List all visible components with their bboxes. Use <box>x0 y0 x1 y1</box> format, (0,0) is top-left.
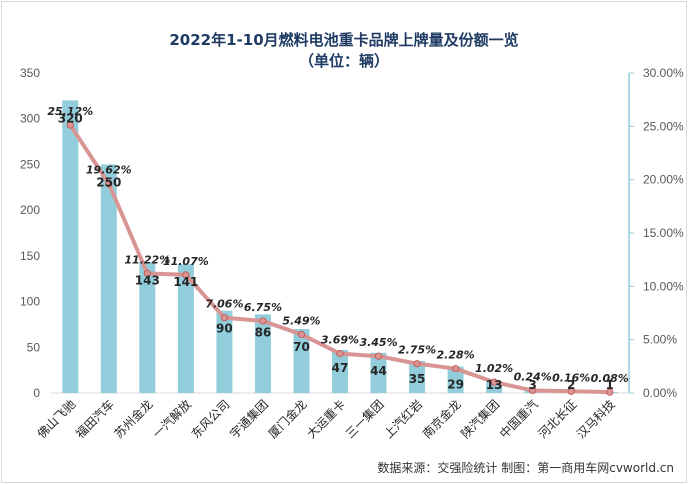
bar-value-label: 143 <box>135 273 160 287</box>
share-value-label: 5.49% <box>282 314 320 327</box>
bar <box>486 381 503 393</box>
chart-subtitle: （单位：辆） <box>298 52 389 70</box>
bar <box>139 262 156 393</box>
category-label: 汉马科技 <box>574 397 618 441</box>
bar <box>100 164 117 393</box>
y-tick-label: 150 <box>20 249 40 263</box>
bar-value-label: 47 <box>332 361 349 375</box>
share-value-label: 0.08% <box>591 372 629 385</box>
share-marker <box>374 352 383 360</box>
bar <box>254 314 271 393</box>
y-tick-label: 0 <box>33 386 40 400</box>
share-value-label: 2.75% <box>398 344 436 357</box>
category-label: 三一集团 <box>342 397 387 442</box>
share-marker <box>336 350 344 358</box>
share-value-label: 6.75% <box>244 301 282 314</box>
category-label: 一汽解放 <box>149 397 194 442</box>
bar <box>177 264 194 393</box>
category-label: 厦门金龙 <box>265 397 310 442</box>
share-value-label: 1.02% <box>475 362 513 375</box>
bar-value-label: 3 <box>528 378 536 392</box>
chart-title: 2022年1-10月燃料电池重卡品牌上牌量及份额一览 <box>169 31 519 49</box>
share-value-label: 11.07% <box>163 255 209 268</box>
category-label: 陕汽集团 <box>458 397 503 442</box>
bar <box>370 352 387 393</box>
data-source-note: 数据来源：交强险统计 制图：第一商用车网cvworld.cn <box>377 461 674 475</box>
share-marker <box>220 314 228 322</box>
bar-value-label: 141 <box>173 275 198 289</box>
bar-value-label: 250 <box>96 175 121 189</box>
bar-value-label: 2 <box>567 378 575 392</box>
bar <box>216 310 233 393</box>
category-label: 宇通集团 <box>226 397 271 442</box>
bar-value-label: 44 <box>370 364 387 378</box>
share-marker <box>529 386 537 395</box>
bar-value-label: 13 <box>486 378 503 392</box>
share-value-label: 2.28% <box>437 349 475 362</box>
share-marker <box>606 388 614 396</box>
y-tick-label: 100 <box>20 295 40 309</box>
y2-tick-label: 15.00% <box>643 226 684 240</box>
category-label: 福田汽车 <box>72 397 117 442</box>
category-label: 佛山飞驰 <box>35 397 79 441</box>
share-value-label: 3.45% <box>359 336 397 349</box>
category-label: 大运重卡 <box>304 397 348 441</box>
share-value-label: 25.12% <box>47 105 93 118</box>
y2-tick-label: 25.00% <box>643 119 684 133</box>
share-marker <box>105 180 113 188</box>
bar <box>62 100 79 393</box>
y2-tick-label: 0.00% <box>643 386 677 400</box>
share-value-label: 0.24% <box>514 370 552 383</box>
bar <box>293 329 310 393</box>
share-marker <box>413 360 421 368</box>
category-label: 南京金龙 <box>419 397 464 442</box>
y2-tick-label: 30.00% <box>643 66 684 80</box>
y-tick-label: 300 <box>20 112 40 126</box>
share-marker <box>259 317 267 325</box>
share-value-label: 3.69% <box>321 334 359 347</box>
y-tick-label: 250 <box>20 157 40 171</box>
share-marker <box>66 121 74 129</box>
share-value-label: 11.22% <box>124 253 170 266</box>
share-marker <box>451 365 460 373</box>
share-marker <box>567 387 575 395</box>
share-marker <box>143 269 151 277</box>
share-marker <box>182 271 190 279</box>
y-tick-label: 200 <box>20 203 40 217</box>
category-label: 中国重汽 <box>496 397 541 442</box>
share-marker <box>490 378 498 386</box>
share-value-label: 19.62% <box>86 164 132 177</box>
bar <box>409 361 426 393</box>
y2-tick-label: 10.00% <box>643 279 684 293</box>
bar-value-label: 1 <box>606 378 614 392</box>
bar-value-label: 35 <box>409 372 426 386</box>
bar-value-label: 320 <box>58 111 83 125</box>
y-tick-label: 50 <box>27 340 41 354</box>
share-value-label: 0.16% <box>552 371 590 384</box>
bar-value-label: 70 <box>293 340 310 354</box>
y2-tick-label: 20.00% <box>643 173 684 187</box>
bar-value-label: 90 <box>216 322 233 336</box>
share-marker <box>297 330 306 339</box>
bar-value-label: 29 <box>447 377 464 391</box>
category-label: 河北长征 <box>535 397 579 441</box>
category-label: 苏州金龙 <box>111 397 156 442</box>
category-label: 东风公司 <box>189 397 233 441</box>
bar <box>447 366 464 393</box>
y-tick-label: 350 <box>20 66 40 80</box>
category-label: 上汽红岩 <box>381 397 426 442</box>
bar <box>332 350 348 393</box>
y2-tick-label: 5.00% <box>643 333 677 347</box>
bar-value-label: 86 <box>255 325 272 339</box>
share-value-label: 7.06% <box>205 298 243 311</box>
